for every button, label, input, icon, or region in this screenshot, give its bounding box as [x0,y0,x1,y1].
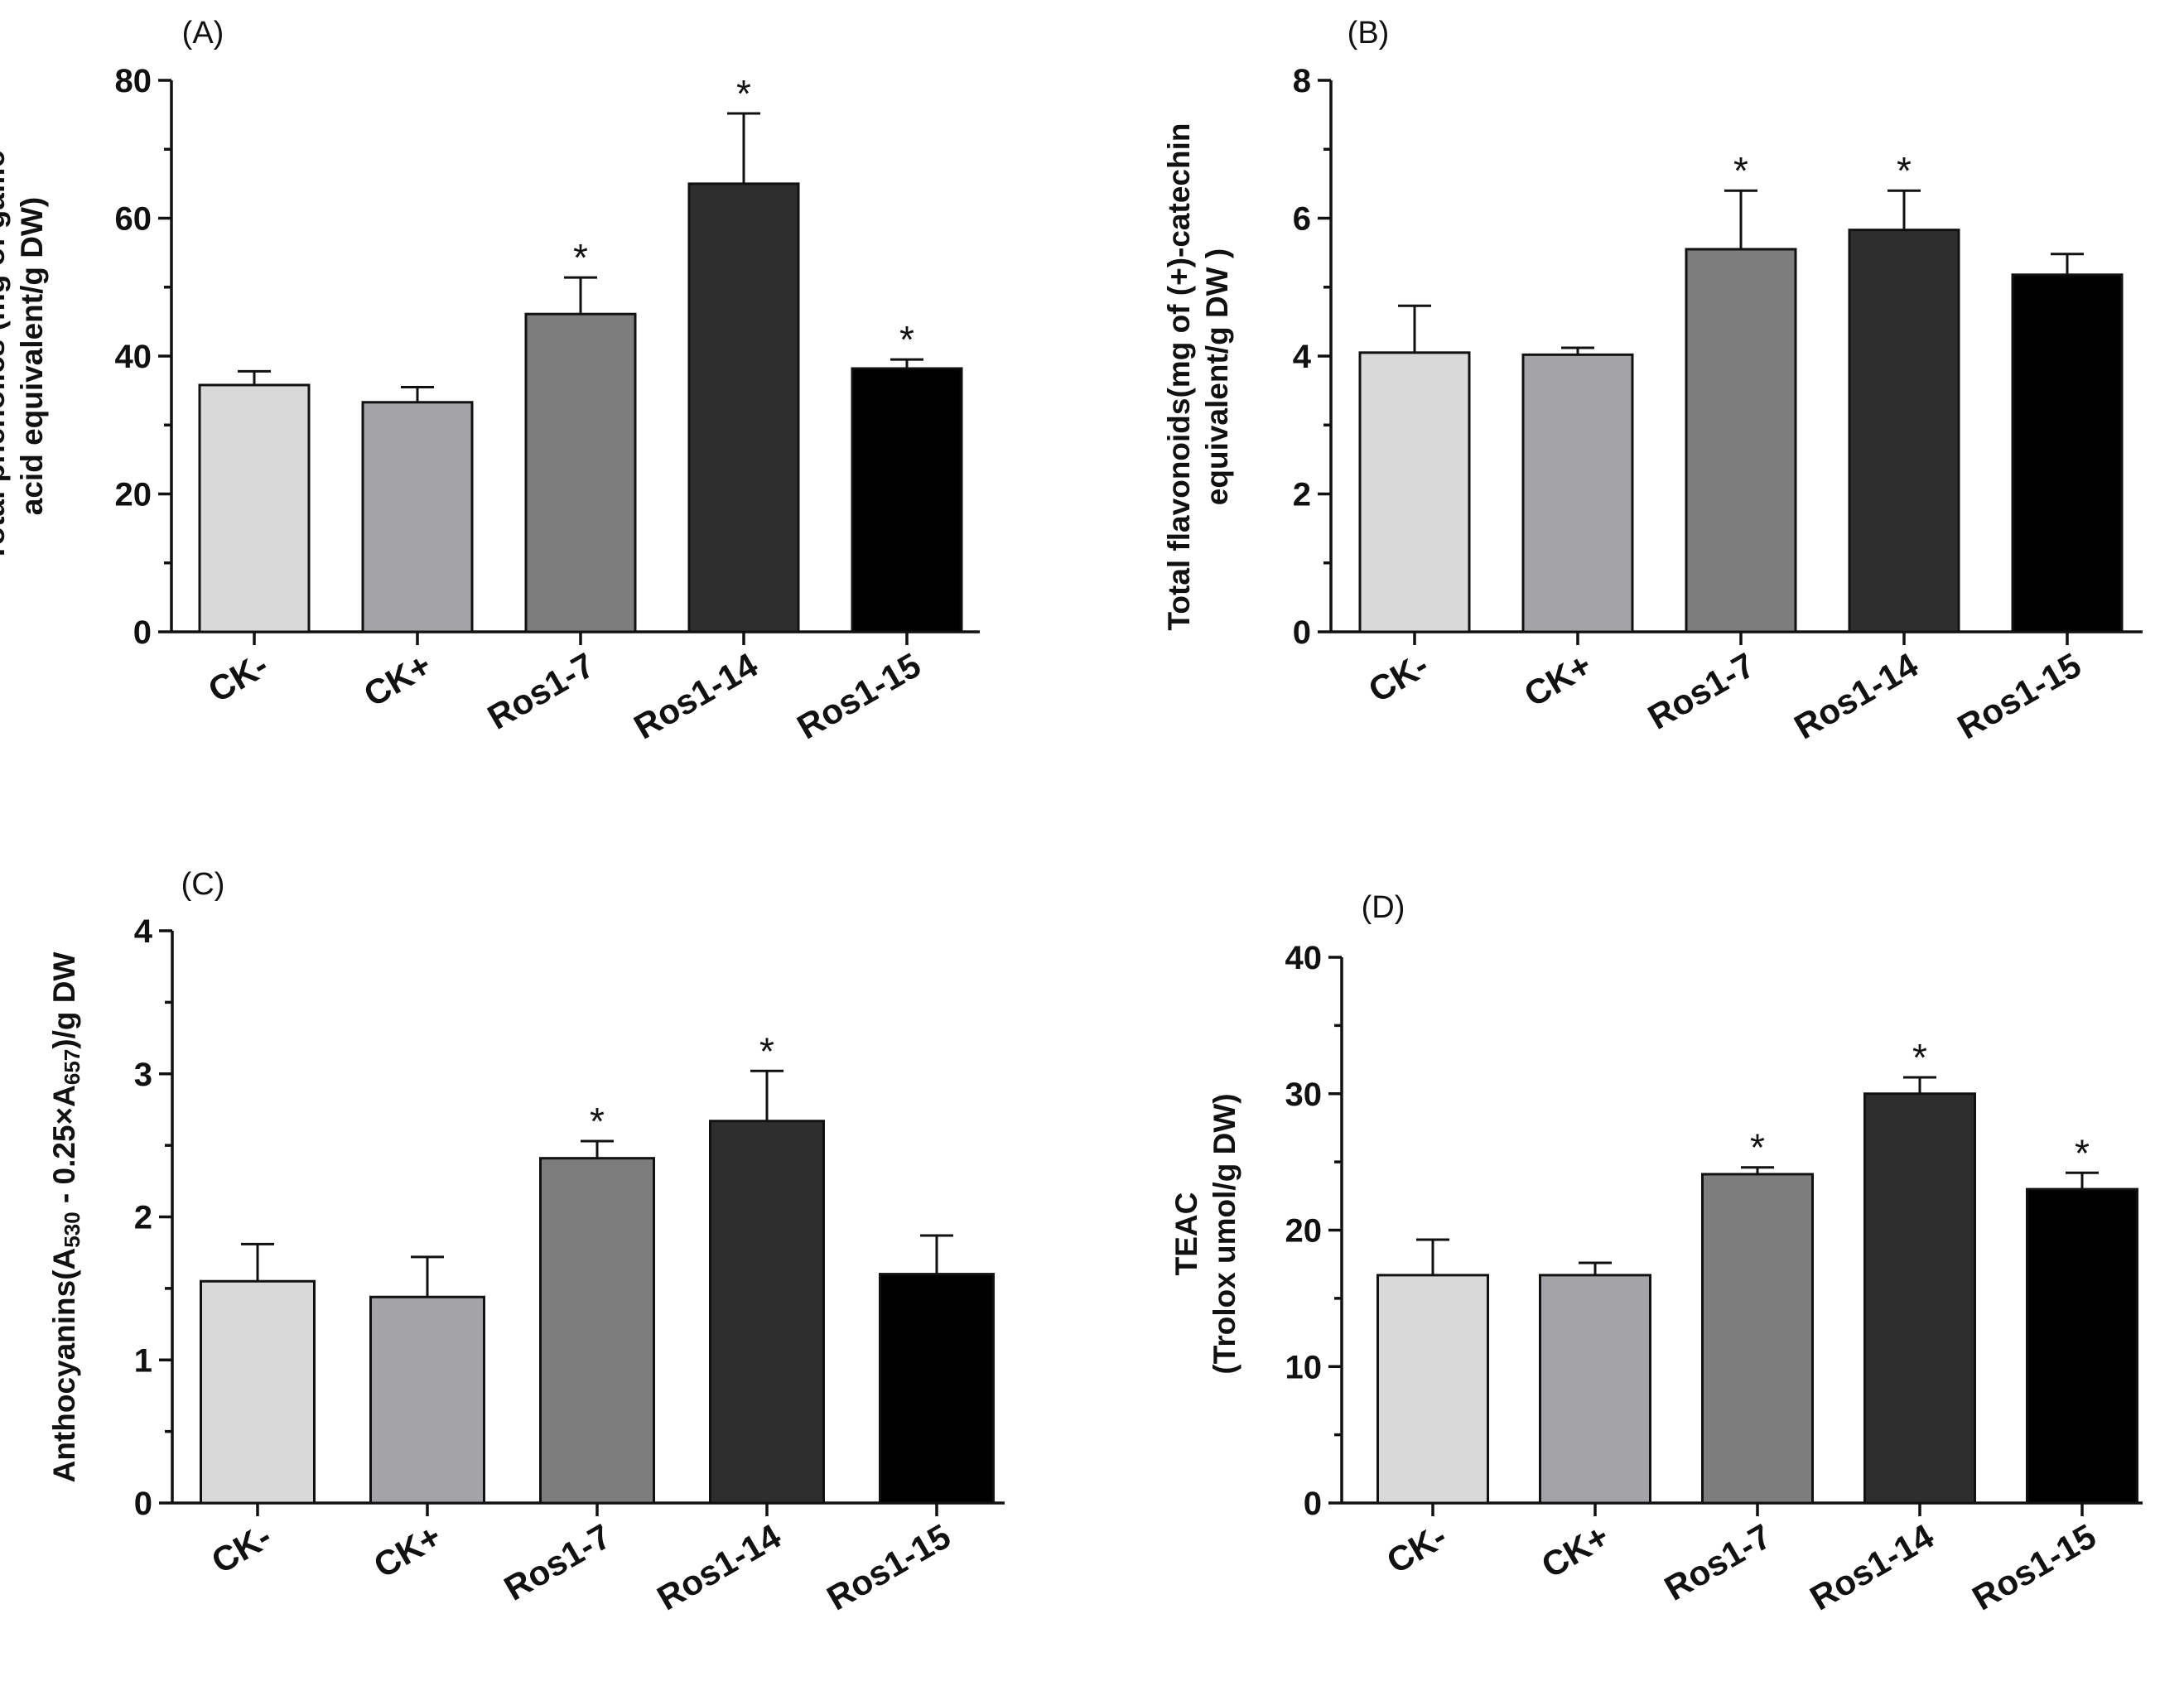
y-axis-label-line: (Trolox umol/g DW) [1208,1093,1241,1374]
x-tick-label: Ros1-14 [650,1516,788,1618]
y-axis-label-line: Total phenolics (mg of gallic [0,151,11,562]
y-axis-label: Anthocyanins(A530 - 0.25×A657)/g DW [47,952,84,1483]
x-tick-label: Ros1-7 [1642,645,1762,737]
y-axis-label-line: Total flavonoids(mg of (+)-catechin [1162,123,1196,631]
x-tick-label: CK+ [1517,645,1598,714]
x-tick-label: Ros1-7 [481,645,601,737]
x-tick-label: CK+ [357,645,437,714]
x-tick-label: CK- [201,645,274,710]
y-axis-label-line: acid equivalent/g DW) [15,197,49,515]
bar-ros1-7 [524,312,637,633]
bar-ros1-7 [539,1157,655,1505]
y-axis-label: Total phenolics (mg of gallic acid equiva… [0,151,49,562]
significance-star: * [736,72,751,115]
chart-panel-b: (B) Total flavonoids(mg of (+)-catechin eq… [1162,16,2143,746]
y-axis-label-part: Anthocyanins(A [47,1248,81,1483]
y-tick-label: 0 [1304,1486,1322,1522]
y-tick-label: 3 [134,1057,152,1093]
panel-label: (C) [181,867,225,902]
y-axis-label-part: - 0.25×A [47,1085,81,1212]
x-tick-label: Ros1-15 [1950,645,2087,746]
x-tick-label: CK- [1362,645,1434,710]
significance-star: * [1897,149,1912,192]
significance-star: * [1750,1126,1765,1169]
y-tick-label: 2 [1293,477,1311,513]
significance-star: * [759,1029,774,1072]
bar-ck- [1358,351,1471,633]
significance-star: * [1733,149,1748,192]
bar-ck- [1521,353,1634,633]
x-tick-label: Ros1-15 [1965,1516,2102,1617]
y-tick-label: 20 [115,477,152,513]
y-axis-label: Total flavonoids(mg of (+)-catechin equiv… [1162,123,1234,631]
bar-ros1-14 [687,182,800,633]
y-tick-label: 20 [1285,1213,1323,1250]
chart-panel-c: (C) Anthocyanins(A530 - 0.25×A657)/g DW 0 1… [47,867,1005,1617]
x-tick-label: Ros1-15 [790,645,927,746]
bar-ck- [361,401,474,633]
y-tick-label: 2 [134,1200,152,1236]
y-tick-label: 0 [1293,614,1311,651]
significance-star: * [899,318,914,361]
x-tick-label: CK- [1380,1516,1453,1581]
y-tick-label: 6 [1293,201,1311,238]
bar-ros1-15 [2011,273,2124,633]
bar-ck- [1539,1274,1651,1505]
y-tick-label: 0 [133,614,152,651]
panel-label: (A) [182,16,224,51]
y-tick-label: 8 [1293,63,1311,99]
y-axis-label-subscript: 657 [60,1049,84,1085]
y-tick-label: 4 [1293,339,1312,375]
bar-ros1-14 [709,1120,825,1505]
significance-star: * [2075,1131,2090,1174]
bar-ros1-7 [1701,1173,1814,1505]
y-axis-label-subscript: 530 [60,1212,84,1247]
bar-ros1-14 [1848,229,1960,633]
bar-ck- [1376,1274,1489,1505]
x-tick-label: Ros1-14 [1803,1516,1941,1618]
y-tick-label: 80 [115,63,152,99]
y-axis-label: TEAC (Trolox umol/g DW) [1169,1093,1241,1374]
bar-ck- [198,383,311,633]
y-tick-label: 1 [134,1342,152,1379]
bar-ck- [369,1295,485,1505]
bar-ros1-7 [1685,248,1797,633]
x-tick-label: Ros1-14 [627,645,764,747]
x-tick-label: Ros1-15 [820,1516,957,1617]
x-tick-label: CK- [205,1516,277,1581]
y-tick-label: 40 [115,339,152,375]
panel-label: (D) [1362,890,1405,925]
x-tick-label: CK+ [1535,1516,1615,1585]
y-tick-label: 60 [115,201,152,238]
x-tick-label: Ros1-7 [498,1516,618,1608]
chart-panel-d: (D) TEAC (Trolox umol/g DW) 0 10 20 30 40 CK- CK+… [1169,890,2143,1617]
bar-ros1-15 [879,1273,995,1505]
panel-label: (B) [1348,16,1390,51]
y-tick-label: 0 [134,1486,152,1522]
x-tick-label: Ros1-14 [1787,645,1925,747]
significance-star: * [590,1100,605,1143]
chart-panel-a: (A) Total phenolics (mg of gallic acid equ… [0,16,980,746]
x-tick-label: Ros1-7 [1658,1516,1778,1608]
bar-ros1-15 [2026,1187,2138,1505]
y-axis-label-part: )/g DW [47,952,81,1049]
y-tick-label: 4 [134,913,153,950]
y-axis-label-line: TEAC [1169,1192,1203,1276]
bar-ck- [200,1279,316,1505]
y-tick-label: 10 [1285,1349,1323,1385]
significance-star: * [1912,1036,1927,1079]
y-axis-label-line: equivalent/g DW ) [1200,248,1234,505]
bar-ros1-14 [1863,1092,1976,1505]
y-tick-label: 30 [1285,1077,1323,1113]
y-tick-label: 40 [1285,940,1323,976]
significance-star: * [573,236,588,279]
bar-ros1-15 [851,367,963,633]
x-tick-label: CK+ [367,1516,447,1585]
